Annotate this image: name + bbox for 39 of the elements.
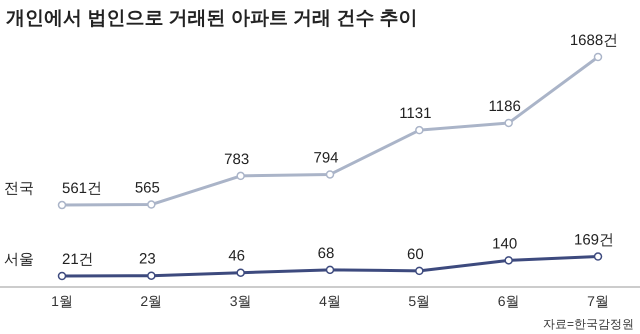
data-label: 783 <box>224 150 250 168</box>
x-tick-label: 5월 <box>408 293 430 309</box>
point <box>415 266 424 276</box>
point <box>326 170 334 179</box>
series-label: 전국 <box>4 180 34 198</box>
data-label: 1131 <box>399 105 432 122</box>
data-label: 21건 <box>62 251 94 268</box>
data-label: 1186 <box>488 98 521 115</box>
data-label: 68 <box>318 244 334 262</box>
data-label: 60 <box>406 246 424 263</box>
point <box>594 252 602 261</box>
point <box>147 271 156 280</box>
data-label: 46 <box>228 248 246 265</box>
point <box>594 52 602 62</box>
data-label: 23 <box>138 250 156 268</box>
point <box>415 126 424 134</box>
point <box>236 172 245 180</box>
data-label: 561건 <box>62 180 102 198</box>
x-tick-label: 6월 <box>498 293 520 309</box>
series-label: 서울 <box>4 251 34 268</box>
point <box>147 200 156 209</box>
text: 자료=한국감정원 <box>542 317 634 331</box>
x-tick-label: 7월 <box>587 293 609 309</box>
point <box>326 266 334 274</box>
title: 개인에서 법인으로 거래된 아파트 거래 건수 추이 <box>6 8 418 29</box>
point <box>236 268 245 277</box>
data-label: 140 <box>492 235 518 252</box>
point <box>504 118 513 128</box>
data-label: 565 <box>134 180 160 197</box>
x-tick-label: 3월 <box>230 293 252 309</box>
x-tick-label: 1월 <box>51 293 73 309</box>
point <box>58 200 66 210</box>
data-label: 794 <box>313 149 339 166</box>
point <box>58 272 66 280</box>
point <box>504 256 513 265</box>
x-tick-label: 2월 <box>140 293 162 309</box>
data-label: 169건 <box>574 232 614 249</box>
data-label: 1688건 <box>570 32 618 49</box>
x-tick-label: 4월 <box>319 293 341 309</box>
